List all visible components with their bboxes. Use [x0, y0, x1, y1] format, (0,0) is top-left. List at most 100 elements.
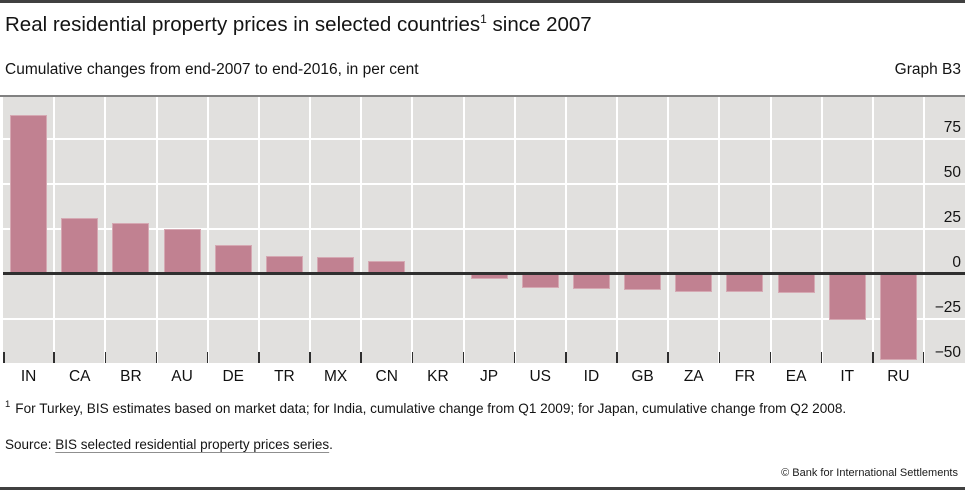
v-gridline [104, 97, 107, 363]
axis-tick [513, 352, 516, 363]
v-gridline [564, 97, 567, 363]
axis-tick [53, 352, 55, 363]
x-axis-label: RU [887, 368, 910, 385]
title-text: Real residential property prices in sele… [5, 13, 481, 36]
h-gridline [3, 137, 965, 140]
bar-GB [624, 273, 662, 290]
v-gridline [309, 97, 311, 363]
bar-ID [572, 273, 610, 289]
axis-tick [360, 352, 362, 363]
page-title: Real residential property prices in sele… [5, 13, 592, 37]
x-axis-label: ID [583, 368, 600, 385]
zero-axis-line [3, 272, 965, 275]
graph-label: Graph B3 [894, 61, 961, 78]
bar-US [521, 273, 559, 288]
subtitle-row: Cumulative changes from end-2007 to end-… [5, 61, 961, 79]
chart-top-border [0, 94, 965, 97]
x-axis-label: KR [427, 368, 449, 385]
source-link[interactable]: BIS selected residential property prices… [55, 437, 330, 452]
x-axis-label: US [529, 368, 551, 385]
bar-DE [214, 244, 252, 274]
bar-IN [10, 115, 48, 274]
x-axis-label: TR [274, 368, 295, 385]
y-axis-label: 0 [952, 253, 961, 271]
x-axis-label: ZA [683, 368, 704, 385]
bar-BR [112, 223, 150, 274]
v-gridline [718, 97, 721, 363]
x-axis-label: FR [734, 368, 756, 385]
bar-AU [163, 228, 201, 274]
axis-tick [922, 352, 924, 363]
chart-subtitle: Cumulative changes from end-2007 to end-… [5, 61, 419, 78]
axis-tick [411, 352, 414, 363]
footnote: 1 For Turkey, BIS estimates based on mark… [5, 399, 960, 416]
x-axis-label: CN [375, 368, 398, 385]
x-axis-label: EA [785, 368, 807, 385]
top-border [0, 0, 965, 3]
v-gridline [53, 97, 56, 363]
x-axis-label: IT [840, 368, 855, 385]
h-gridline [3, 182, 965, 185]
source-suffix: . [329, 437, 333, 452]
x-axis-label: GB [631, 368, 654, 385]
axis-tick [462, 352, 465, 363]
axis-tick [769, 352, 772, 363]
title-suffix: since 2007 [486, 13, 592, 36]
bar-FR [726, 273, 764, 292]
y-axis-label: −50 [934, 343, 961, 361]
footnote-text: For Turkey, BIS estimates based on marke… [15, 401, 847, 416]
axis-tick [820, 352, 823, 363]
y-axis-label: −25 [934, 298, 961, 316]
axis-tick [104, 352, 107, 363]
v-gridline [616, 97, 618, 363]
x-axis-label: CA [68, 368, 91, 385]
axis-tick [258, 352, 260, 363]
axis-tick [309, 352, 311, 363]
axis-tick [667, 352, 669, 363]
bottom-border [0, 487, 965, 490]
y-axis-label: 25 [943, 208, 961, 226]
x-axis-label: DE [222, 368, 244, 385]
x-axis-label: JP [480, 368, 499, 385]
x-axis-label: MX [323, 368, 348, 385]
footnote-marker: 1 [5, 399, 11, 411]
y-axis-label: 75 [943, 118, 961, 136]
axis-tick [3, 352, 5, 363]
v-gridline [462, 97, 465, 363]
v-gridline [769, 97, 772, 363]
source-label: Source: [5, 437, 56, 452]
copyright: © Bank for International Settlements [781, 467, 958, 479]
v-gridline [871, 97, 874, 363]
axis-tick [616, 352, 618, 363]
v-gridline [513, 97, 516, 363]
bar-CA [61, 217, 99, 274]
bar-IT [828, 273, 866, 321]
v-gridline [257, 97, 260, 363]
bar-ZA [675, 273, 713, 292]
source-line: Source: BIS selected residential propert… [5, 437, 333, 452]
x-axis-label: IN [20, 368, 37, 385]
h-gridline [3, 317, 965, 320]
x-axis-label: AU [171, 368, 193, 385]
axis-tick [565, 352, 567, 363]
plot-area: 75 50 25 0 −25 −50 [3, 97, 965, 363]
x-axis-labels: IN CA BR AU DE TR MX CN KR JP US ID GB ZA FR EA IT RU [3, 367, 924, 387]
axis-gutter-separator [923, 97, 925, 363]
axis-tick [206, 352, 209, 363]
v-gridline [155, 97, 158, 363]
x-axis-label: BR [120, 368, 142, 385]
axis-tick [718, 352, 721, 363]
h-gridline [3, 227, 965, 230]
bar-TR [265, 255, 303, 274]
title-footnote-marker: 1 [480, 12, 487, 27]
v-gridline [411, 97, 414, 363]
v-gridline [360, 97, 363, 363]
bar-EA [777, 273, 815, 294]
axis-tick [872, 352, 874, 363]
v-gridline [206, 97, 209, 363]
axis-tick [155, 352, 158, 363]
v-gridline [820, 97, 823, 363]
y-axis-label: 50 [943, 163, 961, 181]
